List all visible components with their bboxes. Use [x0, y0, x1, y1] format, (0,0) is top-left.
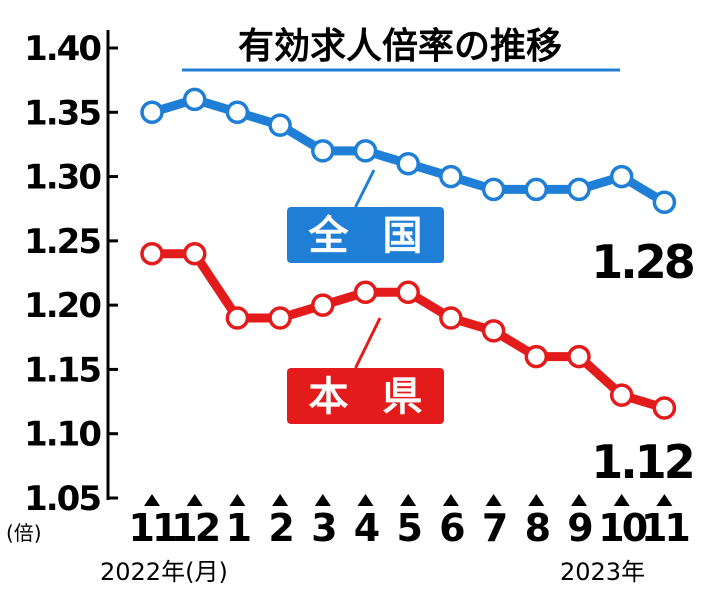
data-point	[182, 241, 207, 266]
end-value-label: 1.12	[591, 435, 693, 489]
y-tick-label: 1.15	[24, 350, 100, 390]
data-point	[353, 139, 378, 163]
y-tick-label: 1.35	[24, 93, 100, 133]
y-tick-label: 1.05	[24, 479, 100, 519]
x-tick-label: 7	[482, 506, 506, 550]
x-tick-marker	[229, 494, 246, 506]
data-point	[396, 280, 420, 305]
data-point	[567, 177, 591, 202]
x-tick-marker	[613, 494, 630, 506]
x-tick-marker	[400, 494, 417, 506]
data-point	[481, 319, 506, 343]
x-tick-label: 11	[129, 506, 176, 550]
legend-box	[287, 368, 444, 424]
x-tick-marker	[571, 494, 587, 506]
y-tick-label: 1.20	[24, 286, 101, 326]
x-tick-marker	[186, 494, 203, 506]
legend-connector	[354, 169, 376, 208]
y-ticks: 1.40 1.35 1.30 1.25 1.20 1.15 1.10 1.05	[24, 29, 118, 519]
x-tick-label: 10	[598, 506, 646, 550]
data-point	[225, 100, 250, 125]
data-point	[396, 151, 420, 176]
x-tick-marker	[272, 494, 289, 506]
y-tick-label: 1.25	[24, 222, 100, 262]
x-tick-label: 2	[268, 506, 292, 550]
x-tick-label: 11	[641, 506, 688, 550]
data-point	[524, 344, 549, 369]
x-tick-marker	[442, 494, 459, 506]
y-tick-label: 1.30	[24, 158, 101, 198]
series-national: 全 国 1.28	[140, 87, 697, 289]
data-point	[609, 164, 634, 189]
x-tick-label: 12	[171, 506, 218, 550]
x-tick-label: 1	[226, 506, 250, 550]
data-point	[353, 280, 378, 305]
data-point	[268, 306, 292, 330]
data-point	[524, 177, 549, 202]
x-tick-marker	[144, 494, 160, 506]
x-tick-marker	[485, 494, 502, 506]
data-point	[481, 177, 506, 202]
chart-title: 有効求人倍率の推移	[238, 26, 562, 67]
series-name-label: 本 県	[309, 374, 433, 420]
data-point	[225, 306, 250, 330]
data-point	[439, 164, 463, 189]
x-tick-label: 9	[567, 506, 592, 550]
x-tick-label: 8	[525, 506, 550, 550]
y-tick-label: 1.10	[24, 415, 101, 455]
legend-connector	[354, 317, 382, 369]
data-point	[311, 139, 335, 163]
x-tick-label: 3	[311, 506, 335, 550]
data-point	[652, 190, 677, 215]
data-point	[439, 306, 463, 330]
x-tick-marker	[314, 494, 331, 506]
data-point	[567, 344, 591, 369]
x-tick-label: 4	[354, 506, 379, 550]
legend-box	[287, 207, 444, 263]
data-point	[140, 241, 164, 266]
y-tick-label: 1.40	[24, 29, 101, 69]
series-layer: 全 国 1.28 本 県 1.12	[140, 87, 697, 489]
x-start-year-label: 2022年(月)	[100, 558, 228, 586]
data-point	[652, 396, 677, 420]
x-tick-label: 5	[396, 506, 420, 550]
data-point	[140, 100, 164, 125]
x-tick-label: 6	[439, 506, 464, 550]
series-prefecture: 本 県 1.12	[140, 241, 696, 489]
series-name-label: 全 国	[308, 213, 433, 259]
x-tick-marker	[357, 494, 374, 506]
data-point	[609, 383, 634, 407]
x-end-year-label: 2023年	[560, 558, 645, 586]
data-point	[311, 293, 335, 317]
x-tick-marker	[656, 494, 673, 506]
data-point	[268, 113, 292, 137]
end-value-label: 1.28	[591, 235, 693, 289]
y-unit-label: (倍)	[6, 521, 42, 545]
x-tick-marker	[528, 494, 545, 506]
data-point	[182, 87, 207, 112]
